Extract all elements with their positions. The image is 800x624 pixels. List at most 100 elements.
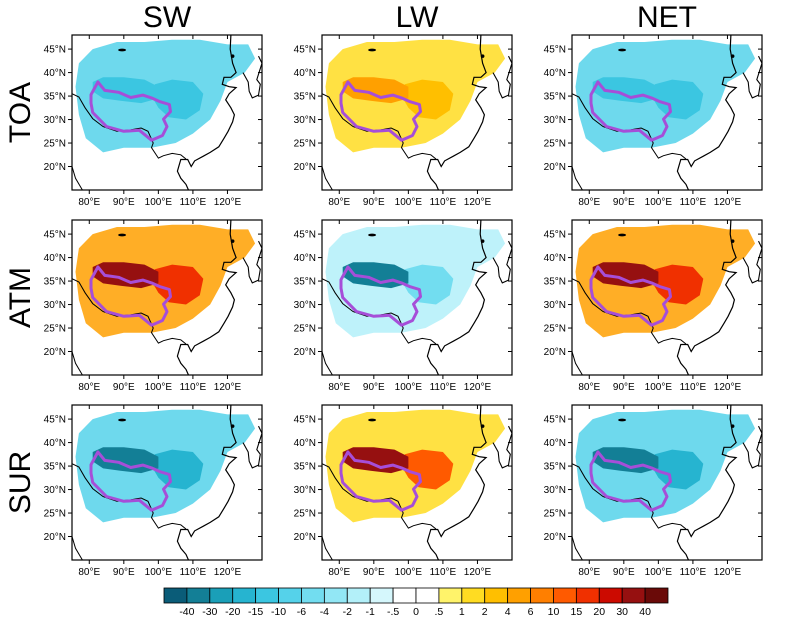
- column-titles: SW LW NET: [143, 1, 697, 34]
- coastline: [676, 220, 738, 375]
- lat-tick-label: 25°N: [294, 324, 316, 335]
- lon-tick-label: 90°E: [113, 567, 135, 578]
- colorbar-label: -.5: [387, 606, 399, 618]
- lat-tick-label: 30°N: [294, 485, 316, 496]
- lat-tick-label: 35°N: [544, 277, 566, 288]
- country-border: [322, 93, 437, 160]
- lon-tick-label: 90°E: [113, 382, 135, 393]
- lat-tick-label: 40°N: [44, 438, 66, 449]
- panel-toa-lw: 45°N 40°N 35°N 30°N 25°N 20°N 80°E 90°E 100°E 110…: [294, 34, 513, 208]
- colorbar-label: 6: [528, 606, 534, 618]
- lat-tick-label: 45°N: [544, 415, 566, 426]
- panel-sur-net: 45°N 40°N 35°N 30°N 25°N 20°N 80°E 90°E 100°E 110…: [544, 404, 763, 578]
- plateau-outline: [89, 80, 172, 142]
- colorbar-swatch: [323, 587, 348, 604]
- lon-tick-label: 110°E: [430, 382, 457, 393]
- coastline-southwest: [72, 536, 83, 560]
- lat-tick-label: 30°N: [544, 115, 566, 126]
- colorbar-label: 10: [548, 606, 560, 618]
- lon-tick-label: 80°E: [78, 382, 100, 393]
- lat-tick-label: 40°N: [294, 438, 316, 449]
- lat-tick-label: 30°N: [294, 300, 316, 311]
- colorbar-label: -30: [202, 606, 217, 618]
- lake-marker: [118, 48, 127, 52]
- lon-tick-label: 110°E: [180, 382, 207, 393]
- coastline-southwest: [572, 351, 583, 375]
- colorbar-swatch: [301, 587, 325, 604]
- plateau-outline: [89, 450, 172, 512]
- colorbar-swatch: [186, 587, 211, 604]
- colorbar-label: 40: [639, 606, 651, 618]
- lon-tick-label: 90°E: [613, 197, 635, 208]
- lake-marker: [368, 418, 377, 422]
- lon-tick-label: 100°E: [645, 567, 673, 578]
- lat-tick-label: 20°N: [294, 347, 316, 358]
- colorbar-swatch: [415, 587, 440, 604]
- plateau-outline: [339, 265, 422, 327]
- map-panels: 45°N 40°N 35°N 30°N 25°N 20°N 80°E 90°E 100°E 110…: [44, 34, 763, 578]
- lat-tick-label: 35°N: [44, 277, 66, 288]
- lon-tick-label: 120°E: [464, 567, 492, 578]
- lon-tick-label: 90°E: [363, 197, 385, 208]
- lake-marker-east: [480, 424, 485, 428]
- lon-tick-label: 110°E: [680, 197, 707, 208]
- lon-tick-label: 80°E: [578, 567, 600, 578]
- row-titles: TOA ATM SUR: [4, 82, 37, 514]
- lon-tick-label: 90°E: [363, 382, 385, 393]
- lon-tick-label: 110°E: [430, 567, 457, 578]
- korea-coastline: [242, 425, 262, 469]
- lat-tick-label: 40°N: [294, 68, 316, 79]
- colorbar-swatch: [598, 587, 623, 604]
- lat-tick-label: 45°N: [294, 45, 316, 56]
- lat-tick-label: 30°N: [44, 115, 66, 126]
- lon-tick-label: 120°E: [214, 567, 242, 578]
- colorbar-label: -4: [320, 606, 329, 618]
- coastline-southwest: [572, 536, 583, 560]
- lon-tick-label: 100°E: [645, 197, 673, 208]
- colorbar-label: -20: [225, 606, 240, 618]
- colorbar-swatch: [461, 587, 486, 604]
- field-east-core: [651, 79, 704, 120]
- plateau-outline: [89, 265, 172, 327]
- lat-tick-label: 35°N: [544, 92, 566, 103]
- coastline: [176, 35, 238, 190]
- lat-tick-label: 20°N: [544, 532, 566, 543]
- colorbar-swatch: [553, 587, 577, 604]
- lat-tick-label: 40°N: [544, 68, 566, 79]
- coastline: [176, 405, 238, 560]
- colorbar-swatch: [575, 587, 600, 604]
- field-east-core: [651, 264, 704, 305]
- lake-marker-east: [480, 54, 485, 58]
- colorbar-label: -2: [343, 606, 352, 618]
- coastline: [426, 35, 488, 190]
- lat-tick-label: 25°N: [294, 139, 316, 150]
- lon-tick-label: 120°E: [464, 197, 492, 208]
- colorbar-swatch: [278, 587, 302, 604]
- panel-frame: [571, 219, 763, 376]
- lat-tick-label: 45°N: [44, 415, 66, 426]
- colorbar-label: -1: [366, 606, 375, 618]
- lon-tick-label: 80°E: [328, 197, 350, 208]
- coastline-southwest: [322, 166, 333, 190]
- colorbar-label: -10: [271, 606, 286, 618]
- panel-sur-sw: 45°N 40°N 35°N 30°N 25°N 20°N 80°E 90°E 100°E 110…: [44, 404, 263, 578]
- plateau-outline: [589, 450, 672, 512]
- lat-tick-label: 40°N: [44, 68, 66, 79]
- colorbar-label: -15: [248, 606, 263, 618]
- lat-tick-label: 25°N: [544, 139, 566, 150]
- panel-frame: [71, 219, 263, 376]
- country-border: [72, 463, 187, 530]
- colorbar-swatch: [346, 587, 371, 604]
- lake-marker: [368, 233, 377, 237]
- lat-tick-label: 45°N: [544, 230, 566, 241]
- colorbar-swatch: [163, 587, 188, 604]
- country-border: [72, 278, 187, 345]
- lat-tick-label: 40°N: [44, 253, 66, 264]
- lon-tick-label: 100°E: [645, 382, 673, 393]
- coastline-southwest: [322, 536, 333, 560]
- lon-tick-label: 100°E: [395, 197, 423, 208]
- lake-marker-east: [230, 239, 235, 243]
- lon-tick-label: 120°E: [714, 382, 742, 393]
- row-title-sur: SUR: [4, 451, 37, 514]
